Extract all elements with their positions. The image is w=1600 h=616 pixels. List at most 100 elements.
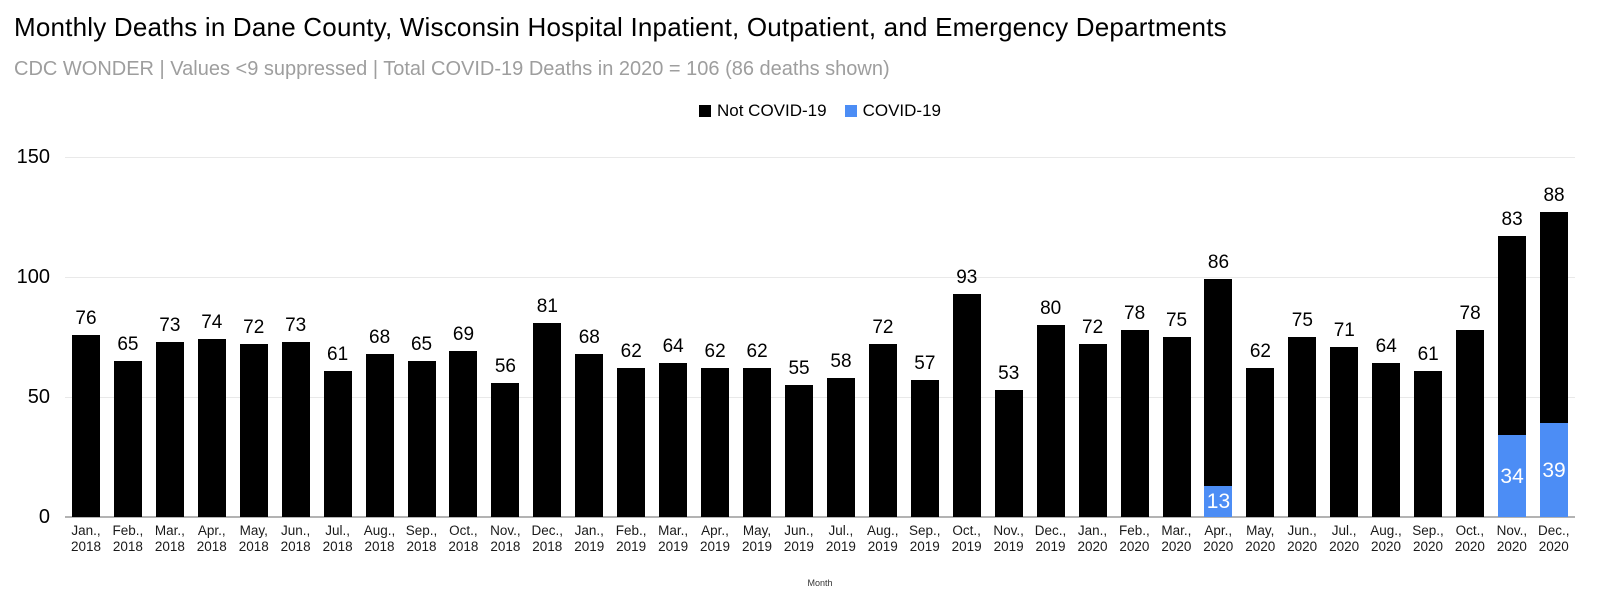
bar-group[interactable]	[1407, 370, 1449, 517]
bar-not-covid-segment[interactable]	[575, 353, 604, 517]
bar-not-covid-segment[interactable]	[323, 370, 352, 517]
bar-not-covid-segment[interactable]	[197, 339, 226, 517]
x-tick-label: Nov., 2020	[1496, 523, 1528, 554]
bar-value-label: 75	[1165, 310, 1188, 331]
bar-covid-segment[interactable]: 13	[1204, 485, 1233, 517]
x-tick-label: Aug., 2018	[363, 523, 396, 554]
bar-value-label: 78	[1459, 302, 1481, 324]
bar-covid-segment[interactable]: 34	[1498, 435, 1527, 517]
x-tick-label: Sep., 2019	[908, 523, 941, 554]
bar-group[interactable]	[988, 389, 1030, 517]
bar-group[interactable]: 13	[1198, 279, 1240, 517]
bar-not-covid-segment[interactable]	[407, 361, 436, 517]
bar-not-covid-segment[interactable]	[533, 322, 562, 517]
bar-not-covid-segment[interactable]	[659, 363, 688, 517]
bar-not-covid-segment[interactable]: 13	[1204, 279, 1233, 517]
chart-legend: Not COVID-19 COVID-19	[65, 101, 1575, 121]
bar-group[interactable]	[1239, 368, 1281, 517]
bar-group[interactable]	[694, 368, 736, 517]
bar-covid-segment[interactable]: 39	[1540, 423, 1569, 517]
bar-not-covid-segment[interactable]	[1414, 370, 1443, 517]
bar-group[interactable]	[1030, 325, 1072, 517]
bar-not-covid-segment[interactable]	[826, 377, 855, 517]
y-tick-label: 50	[27, 386, 50, 408]
bar-group[interactable]	[484, 382, 526, 517]
bar-not-covid-segment[interactable]	[155, 341, 184, 517]
legend-item-not-covid[interactable]: Not COVID-19	[698, 101, 827, 121]
bar-group[interactable]	[652, 363, 694, 517]
bar-not-covid-segment[interactable]	[1162, 337, 1191, 517]
bar-group[interactable]: 39	[1533, 212, 1575, 517]
bar-not-covid-segment[interactable]	[491, 382, 520, 517]
bar-not-covid-segment[interactable]	[1372, 363, 1401, 517]
bar-value-label: 74	[201, 312, 223, 334]
grid-line	[65, 516, 1575, 518]
bar-group[interactable]	[233, 344, 275, 517]
bar-not-covid-segment[interactable]: 39	[1540, 212, 1569, 517]
x-tick-label: Feb., 2018	[112, 523, 144, 554]
bar-group[interactable]	[149, 341, 191, 517]
bar-value-label: 78	[1124, 302, 1146, 324]
bar-not-covid-segment[interactable]	[743, 368, 772, 517]
bar-group[interactable]	[778, 385, 820, 517]
legend-swatch-icon	[698, 105, 711, 117]
bar-not-covid-segment[interactable]	[617, 368, 646, 517]
bar-group[interactable]	[862, 344, 904, 517]
bar-group[interactable]	[443, 351, 485, 517]
bar-value-label: 61	[327, 343, 349, 365]
bar-not-covid-segment[interactable]	[1120, 329, 1149, 517]
bar-not-covid-segment[interactable]	[1330, 346, 1359, 517]
bar-not-covid-segment[interactable]	[1456, 329, 1485, 517]
bar-group[interactable]	[526, 322, 568, 517]
x-tick-label: Jul., 2020	[1329, 523, 1360, 554]
bar-group[interactable]	[1365, 363, 1407, 517]
bar-group[interactable]	[1072, 344, 1114, 517]
x-tick-label: Apr., 2019	[700, 523, 731, 554]
bar-not-covid-segment[interactable]	[1036, 325, 1065, 517]
bar-not-covid-segment[interactable]	[1288, 337, 1317, 517]
bar-group[interactable]: 34	[1491, 236, 1533, 517]
y-tick-label: 0	[38, 506, 50, 528]
bar-not-covid-segment[interactable]	[994, 389, 1023, 517]
bar-group[interactable]	[275, 341, 317, 517]
bar-value-label: 62	[620, 341, 642, 363]
bar-group[interactable]	[1114, 329, 1156, 517]
bar-group[interactable]	[820, 377, 862, 517]
bar-group[interactable]	[1449, 329, 1491, 517]
bar-group[interactable]	[736, 368, 778, 517]
bar-group[interactable]	[1281, 337, 1323, 517]
bar-group[interactable]	[317, 370, 359, 517]
bar-not-covid-segment[interactable]	[785, 385, 814, 517]
bar-not-covid-segment[interactable]	[281, 341, 310, 517]
bar-group[interactable]	[1156, 337, 1198, 517]
bar-group[interactable]	[107, 361, 149, 517]
bar-not-covid-segment[interactable]: 34	[1498, 236, 1527, 517]
bar-group[interactable]	[610, 368, 652, 517]
bar-group[interactable]	[191, 339, 233, 517]
bar-not-covid-segment[interactable]	[365, 353, 394, 517]
legend-item-covid[interactable]: COVID-19	[844, 101, 941, 121]
x-tick-label: Jun., 2019	[783, 523, 814, 554]
bar-value-label: 71	[1333, 319, 1355, 341]
legend-label: COVID-19	[862, 101, 941, 120]
bar-not-covid-segment[interactable]	[1246, 368, 1275, 517]
bar-group[interactable]	[359, 353, 401, 517]
x-tick-label: Nov., 2018	[490, 523, 521, 554]
bar-not-covid-segment[interactable]	[113, 361, 142, 517]
bar-value-label: 73	[159, 314, 181, 336]
bar-group[interactable]	[904, 380, 946, 517]
bar-not-covid-segment[interactable]	[71, 334, 100, 517]
bar-not-covid-segment[interactable]	[868, 344, 897, 517]
bar-not-covid-segment[interactable]	[1078, 344, 1107, 517]
bar-not-covid-segment[interactable]	[910, 380, 939, 517]
bar-group[interactable]	[946, 293, 988, 517]
bar-not-covid-segment[interactable]	[449, 351, 478, 517]
bar-group[interactable]	[65, 334, 107, 517]
bar-group[interactable]	[401, 361, 443, 517]
bar-group[interactable]	[1323, 346, 1365, 517]
x-tick-label: Jan., 2019	[574, 523, 605, 554]
bar-not-covid-segment[interactable]	[952, 293, 981, 517]
bar-group[interactable]	[568, 353, 610, 517]
bar-not-covid-segment[interactable]	[701, 368, 730, 517]
bar-not-covid-segment[interactable]	[239, 344, 268, 517]
